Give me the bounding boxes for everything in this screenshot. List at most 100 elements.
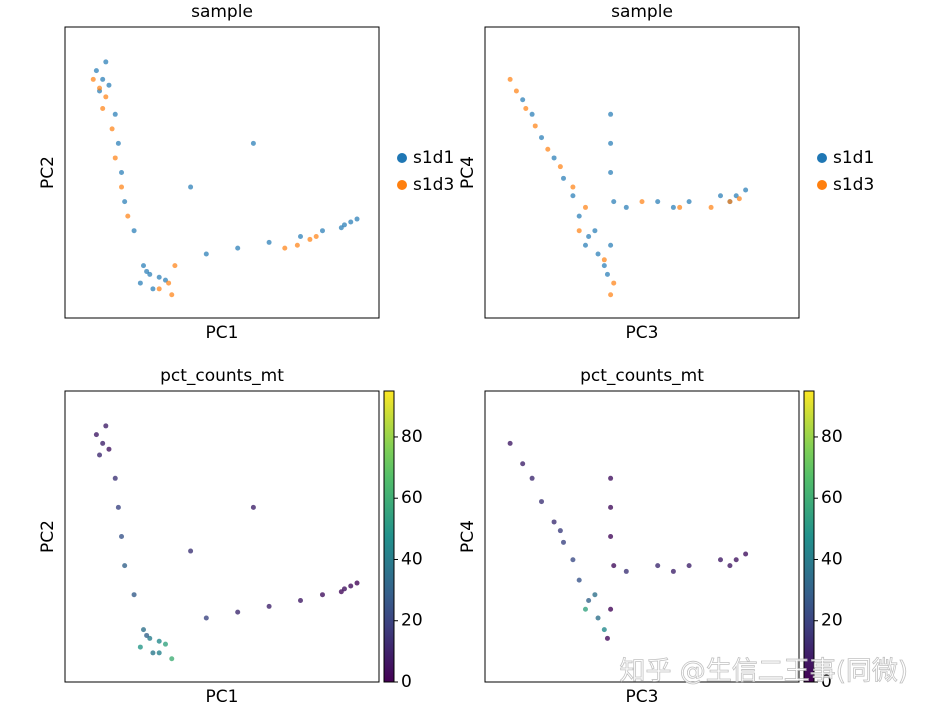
point (608, 292, 614, 298)
point (282, 245, 288, 251)
point (608, 504, 614, 510)
point (601, 263, 607, 269)
plot-frame (484, 390, 800, 683)
point (162, 277, 168, 283)
point (100, 76, 106, 82)
legend-label: s1d1 (833, 148, 874, 168)
point (539, 499, 545, 505)
colorbar-tick-label: 20 (821, 611, 843, 631)
point (90, 76, 96, 82)
point (523, 105, 529, 111)
point (93, 432, 99, 438)
point (611, 280, 617, 286)
point (582, 204, 588, 210)
x-axis-label: PC1 (206, 687, 239, 707)
point (235, 245, 241, 251)
point (125, 213, 131, 219)
point (156, 650, 162, 656)
point (686, 563, 692, 569)
point (338, 225, 344, 231)
point (115, 504, 121, 510)
point (156, 286, 162, 292)
point (733, 557, 739, 563)
point (109, 126, 115, 132)
point (743, 187, 749, 193)
point (545, 146, 551, 152)
colorbar-tick-label: 60 (821, 488, 843, 508)
point (188, 184, 194, 190)
point (520, 97, 526, 103)
point (670, 204, 676, 210)
point (592, 228, 598, 234)
point (122, 199, 128, 205)
point (298, 598, 303, 604)
point (250, 504, 256, 510)
point (532, 123, 538, 129)
point (172, 263, 178, 269)
point (608, 140, 614, 146)
point (539, 135, 545, 141)
point (188, 548, 194, 554)
point (93, 68, 99, 74)
point (141, 627, 146, 633)
point (608, 534, 614, 539)
point (677, 204, 683, 210)
point (354, 580, 360, 586)
point (144, 268, 150, 274)
legend-marker (817, 180, 827, 190)
colorbar-tick-label: 40 (821, 549, 843, 569)
y-axis-label: PC4 (458, 520, 478, 553)
point (733, 193, 739, 199)
point (586, 598, 592, 604)
point (203, 615, 209, 621)
point (718, 193, 723, 199)
colorbar (803, 390, 815, 683)
point (670, 568, 676, 574)
point (112, 475, 118, 481)
x-axis-label: PC1 (206, 323, 239, 343)
point (611, 199, 617, 205)
point (354, 216, 360, 222)
point (623, 568, 629, 574)
point (608, 111, 614, 117)
point (106, 82, 112, 88)
point (611, 563, 617, 569)
colorbar-tick-label: 0 (821, 672, 832, 692)
point (623, 204, 629, 210)
y-axis-label: PC2 (38, 156, 58, 189)
point (520, 461, 526, 467)
colorbar-tick-label: 40 (401, 549, 423, 569)
watermark: 知乎 @生信二王事(同微) (619, 657, 908, 687)
point (141, 263, 146, 269)
point (639, 199, 645, 205)
point (561, 175, 566, 181)
point (103, 94, 109, 100)
chart-title: sample (611, 2, 673, 22)
point (250, 140, 256, 146)
point (112, 155, 118, 161)
point (266, 603, 272, 609)
point (97, 85, 103, 91)
point (736, 196, 742, 202)
point (348, 583, 354, 589)
legend-marker (397, 153, 407, 163)
point (115, 140, 121, 146)
point (655, 199, 661, 205)
point (576, 228, 582, 234)
point (150, 650, 156, 656)
chart-title: pct_counts_mt (160, 366, 284, 386)
point (341, 586, 347, 592)
point (595, 251, 601, 257)
point (100, 440, 106, 446)
point (147, 271, 153, 277)
point (106, 446, 112, 452)
point (112, 111, 118, 117)
point (156, 274, 162, 280)
chart-title: sample (191, 2, 253, 22)
colorbar-tick-label: 80 (401, 427, 423, 447)
y-axis-label: PC4 (458, 156, 478, 189)
point (708, 204, 714, 210)
point (144, 632, 150, 638)
x-axis-label: PC3 (626, 687, 659, 707)
colorbar-tick-label: 20 (401, 611, 423, 631)
